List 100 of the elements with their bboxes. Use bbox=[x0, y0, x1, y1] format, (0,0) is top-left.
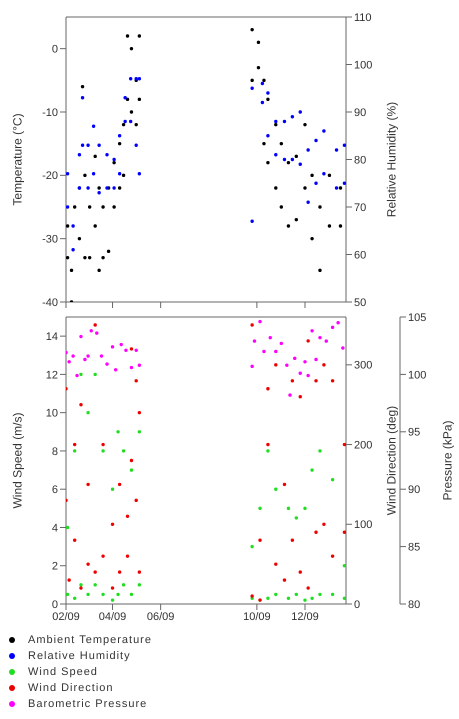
point bbox=[138, 583, 142, 587]
point bbox=[280, 142, 284, 146]
point bbox=[112, 205, 116, 209]
point bbox=[67, 578, 71, 582]
point bbox=[128, 77, 132, 80]
point bbox=[90, 329, 93, 332]
point bbox=[130, 46, 134, 50]
point bbox=[83, 174, 87, 178]
point bbox=[130, 110, 134, 114]
point bbox=[123, 120, 127, 124]
point bbox=[266, 387, 270, 390]
point bbox=[342, 182, 346, 185]
point bbox=[298, 395, 302, 398]
y-tick-label: -10 bbox=[42, 106, 58, 119]
point bbox=[101, 554, 105, 558]
point bbox=[322, 172, 326, 176]
legend-label: Barometric Pressure bbox=[28, 698, 148, 710]
y-tick-label: 14 bbox=[46, 331, 58, 344]
point bbox=[110, 522, 114, 526]
point bbox=[310, 236, 314, 240]
point bbox=[282, 482, 286, 486]
point bbox=[75, 374, 79, 378]
point bbox=[116, 592, 120, 596]
point bbox=[298, 110, 302, 114]
point bbox=[250, 78, 254, 82]
point bbox=[118, 172, 122, 176]
point bbox=[252, 339, 256, 343]
y-tick-label: 0 bbox=[52, 44, 58, 56]
point bbox=[138, 430, 142, 434]
point bbox=[130, 366, 134, 370]
point bbox=[86, 562, 90, 566]
point bbox=[101, 442, 105, 446]
point bbox=[97, 186, 101, 190]
point bbox=[118, 482, 122, 486]
point bbox=[116, 430, 120, 434]
point bbox=[130, 458, 134, 462]
point bbox=[93, 570, 97, 574]
point bbox=[310, 596, 314, 600]
point bbox=[294, 592, 298, 596]
y-tick-label: 8 bbox=[52, 446, 58, 458]
point bbox=[260, 82, 264, 86]
point bbox=[256, 66, 260, 70]
point bbox=[318, 205, 322, 209]
point bbox=[72, 205, 76, 209]
point bbox=[282, 158, 286, 162]
point bbox=[134, 144, 138, 147]
point bbox=[290, 158, 294, 162]
point bbox=[122, 174, 126, 178]
point bbox=[138, 172, 142, 176]
legend-label: Wind Direction bbox=[28, 682, 114, 694]
point bbox=[286, 596, 290, 600]
point bbox=[290, 538, 294, 542]
point bbox=[66, 526, 70, 530]
point bbox=[72, 596, 76, 600]
point bbox=[70, 268, 74, 272]
point bbox=[342, 442, 346, 446]
point bbox=[97, 191, 101, 194]
point bbox=[294, 516, 298, 520]
point bbox=[134, 122, 138, 126]
point bbox=[134, 379, 138, 382]
point bbox=[79, 334, 83, 338]
point bbox=[266, 91, 270, 95]
y3-tick-label: 100 bbox=[408, 369, 426, 382]
point bbox=[330, 379, 334, 382]
point bbox=[318, 592, 322, 596]
point bbox=[282, 120, 286, 124]
point bbox=[79, 583, 83, 587]
point bbox=[314, 138, 318, 142]
point bbox=[341, 346, 345, 350]
point bbox=[138, 77, 142, 80]
y2-tick-label: 90 bbox=[354, 106, 366, 119]
point bbox=[78, 236, 82, 240]
y-axis-title: Wind Speed (m/s) bbox=[10, 412, 24, 509]
point bbox=[290, 379, 294, 382]
point bbox=[330, 326, 334, 330]
point bbox=[266, 160, 270, 164]
point bbox=[303, 360, 307, 364]
point bbox=[250, 594, 254, 598]
point bbox=[286, 160, 290, 164]
point bbox=[112, 158, 116, 162]
point bbox=[105, 362, 109, 366]
point bbox=[130, 347, 134, 351]
point bbox=[124, 348, 128, 352]
y2-axis-title: Wind Direction (deg) bbox=[384, 406, 398, 516]
point bbox=[128, 120, 132, 124]
point bbox=[286, 506, 290, 510]
point bbox=[303, 506, 307, 510]
point bbox=[130, 468, 134, 472]
y3-tick-label: 85 bbox=[408, 542, 420, 554]
point bbox=[118, 570, 122, 574]
point bbox=[298, 570, 302, 574]
point bbox=[314, 379, 318, 382]
point bbox=[330, 478, 334, 482]
point bbox=[79, 586, 83, 590]
point bbox=[100, 354, 104, 358]
point bbox=[97, 268, 101, 272]
point bbox=[138, 34, 142, 38]
point bbox=[250, 28, 254, 32]
point bbox=[318, 268, 322, 272]
point bbox=[274, 153, 278, 156]
